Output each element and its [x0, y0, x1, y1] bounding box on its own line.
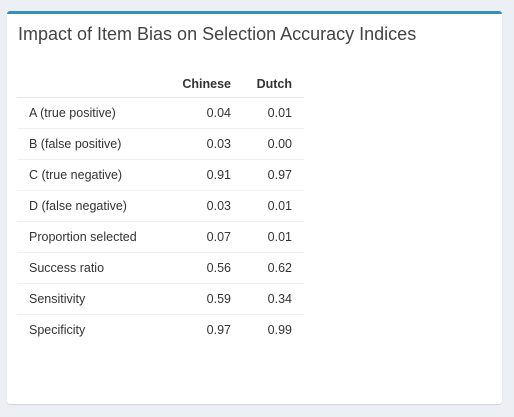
- table-row: Sensitivity 0.59 0.34: [17, 283, 304, 315]
- dutch-value: 0.62: [231, 252, 304, 284]
- row-label: A (true positive): [17, 97, 177, 129]
- chinese-value: 0.97: [206, 323, 231, 337]
- table-row: C (true negative) 0.91 0.97: [17, 159, 304, 191]
- dutch-value: 0.97: [231, 159, 304, 191]
- accuracy-table: Chinese Dutch A (true positive) 0.04 0.0…: [17, 70, 304, 345]
- chinese-value: 0.59: [177, 283, 231, 315]
- row-label: Success ratio: [17, 252, 177, 284]
- chinese-value: 0.04: [177, 97, 231, 129]
- table-row: Success ratio 0.56 0.62: [17, 252, 304, 284]
- column-header-index: [17, 70, 177, 98]
- table-row: Proportion selected 0.07 0.01: [17, 221, 304, 253]
- dutch-value: 0.01: [231, 97, 304, 129]
- chinese-value: 0.91: [177, 159, 231, 191]
- row-label: Sensitivity: [17, 283, 177, 315]
- dutch-value: 0.01: [231, 221, 304, 253]
- dutch-value: 0.99: [267, 323, 292, 337]
- column-header-dutch: Dutch: [231, 70, 304, 98]
- row-label: Proportion selected: [17, 221, 177, 253]
- table-row: A (true positive) 0.04 0.01: [17, 97, 304, 129]
- row-label: Specificity: [29, 323, 86, 337]
- dutch-value: 0.34: [231, 283, 304, 315]
- table-row: Specificity 0.97 0.99: [17, 315, 304, 346]
- results-panel: Impact of Item Bias on Selection Accurac…: [7, 11, 502, 404]
- dutch-value: 0.01: [231, 190, 304, 222]
- table-row: B (false positive) 0.03 0.00: [17, 128, 304, 160]
- row-label: D (false negative): [17, 190, 177, 222]
- row-label: C (true negative): [17, 159, 177, 191]
- table-row: D (false negative) 0.03 0.01: [17, 190, 304, 222]
- panel-title: Impact of Item Bias on Selection Accurac…: [18, 24, 417, 44]
- chinese-value: 0.07: [177, 221, 231, 253]
- chinese-value: 0.03: [177, 190, 231, 222]
- table-header-row: Chinese Dutch: [17, 70, 304, 98]
- column-header-chinese: Chinese: [177, 70, 231, 98]
- chinese-value: 0.56: [177, 252, 231, 284]
- chinese-value: 0.03: [177, 128, 231, 160]
- dutch-value: 0.00: [231, 128, 304, 160]
- row-label: B (false positive): [17, 128, 177, 160]
